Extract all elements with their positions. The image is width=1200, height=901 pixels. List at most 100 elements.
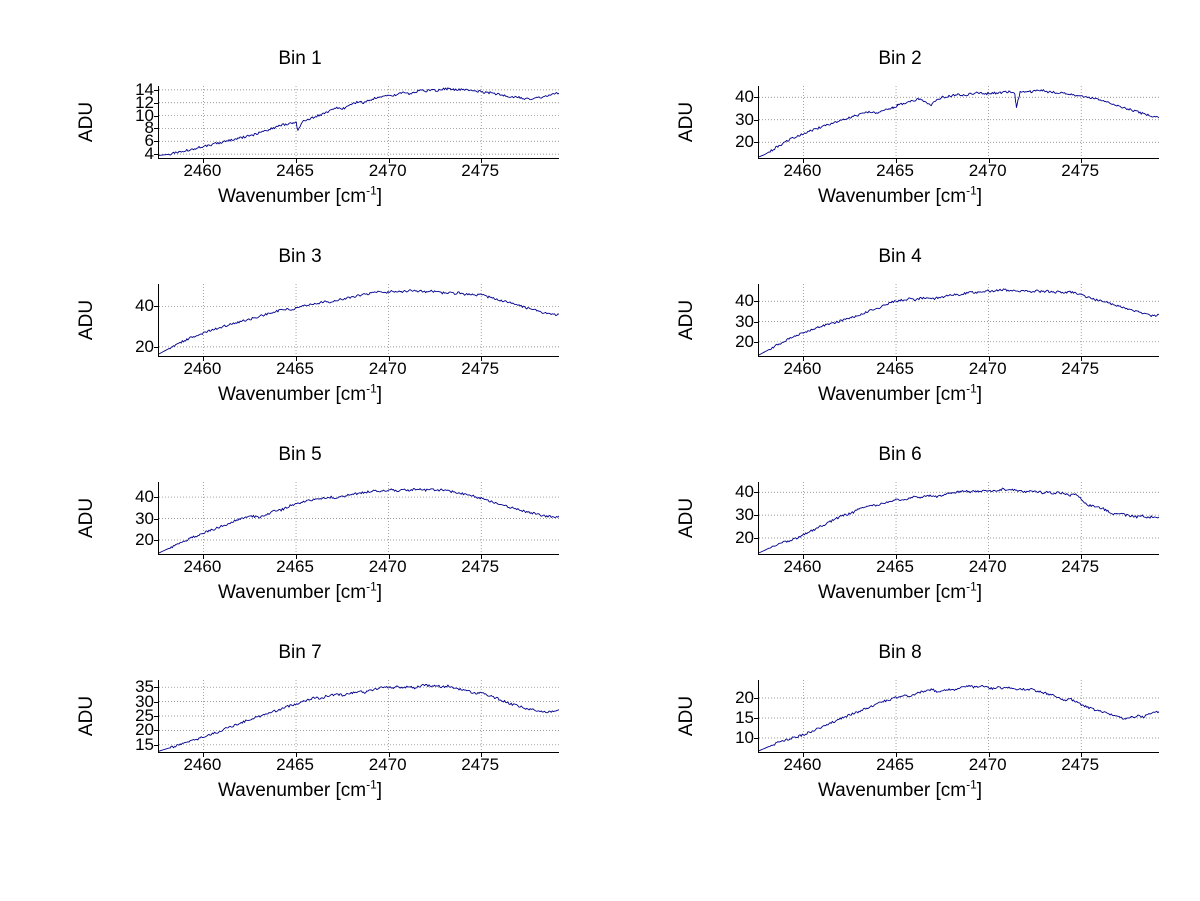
y-axis-label: ADU bbox=[76, 299, 97, 341]
panel-title: Bin 6 bbox=[878, 444, 922, 465]
x-tick-label: 2460 bbox=[783, 557, 822, 576]
y-tick-label: 20 bbox=[735, 132, 754, 152]
x-tick-mark bbox=[988, 356, 990, 361]
plot-canvas bbox=[159, 86, 559, 158]
subplot-panel-3: Bin 3 ADU 20 40 2460 2465 2470 2475 Wavenumber [… bbox=[0, 246, 600, 446]
y-tick-label: 40 bbox=[135, 487, 154, 507]
y-tick-mark bbox=[754, 119, 759, 121]
x-axis-label: Wavenumber [cm-1] bbox=[0, 581, 600, 604]
x-axis-label-text: Wavenumber [cm bbox=[817, 582, 967, 603]
x-tick-mark bbox=[388, 554, 390, 559]
y-tick-mark bbox=[754, 698, 759, 699]
x-axis-label-exponent: -1 bbox=[966, 777, 977, 792]
y-tick-mark bbox=[154, 518, 159, 520]
x-axis-label-exponent: -1 bbox=[366, 183, 377, 198]
y-tick-mark bbox=[154, 128, 159, 130]
y-axis-label: ADU bbox=[676, 497, 697, 539]
x-tick-label: 2465 bbox=[876, 359, 914, 378]
y-tick-label: 35 bbox=[135, 677, 154, 697]
y-tick-label: 4 bbox=[144, 144, 154, 164]
y-tick-mark bbox=[754, 718, 759, 719]
y-tick-label: 10 bbox=[735, 728, 754, 747]
x-tick-mark bbox=[988, 158, 990, 163]
y-tick-labels: 15 20 25 30 35 bbox=[108, 677, 154, 754]
y-tick-mark bbox=[154, 497, 159, 499]
y-axis-label: ADU bbox=[676, 101, 697, 143]
x-tick-label: 2465 bbox=[876, 755, 914, 774]
x-axis-label: Wavenumber [cm-1] bbox=[0, 779, 600, 802]
x-tick-label: 2475 bbox=[1061, 755, 1100, 774]
x-tick-label: 2470 bbox=[968, 755, 1007, 774]
x-tick-mark bbox=[896, 554, 898, 559]
x-tick-labels: 2460 2465 2470 2475 bbox=[758, 557, 1158, 579]
x-tick-label: 2465 bbox=[876, 557, 914, 576]
plot-area bbox=[754, 86, 1159, 163]
y-tick-mark bbox=[754, 97, 759, 99]
x-tick-mark bbox=[388, 356, 390, 361]
plot-canvas bbox=[159, 680, 559, 752]
x-axis-label-bracket: ] bbox=[376, 384, 383, 405]
y-tick-mark bbox=[154, 346, 159, 348]
data-series-line bbox=[159, 684, 559, 751]
y-tick-labels: 20 30 40 bbox=[708, 482, 754, 554]
data-series-line bbox=[159, 88, 559, 156]
plot-area bbox=[154, 86, 559, 163]
y-tick-label: 30 bbox=[135, 508, 154, 528]
subplot-panel-4: Bin 4 ADU 20 30 40 2460 2465 2470 2475 Wavenumber… bbox=[600, 246, 1200, 446]
x-axis-label-bracket: ] bbox=[976, 186, 983, 207]
y-tick-label: 20 bbox=[135, 530, 154, 550]
x-tick-mark bbox=[203, 158, 205, 163]
y-axis-label: ADU bbox=[676, 299, 697, 341]
x-axis-label-exponent: -1 bbox=[966, 579, 977, 594]
x-tick-mark bbox=[296, 554, 298, 559]
y-tick-mark bbox=[154, 687, 159, 689]
y-tick-mark bbox=[154, 716, 159, 717]
x-tick-labels: 2460 2465 2470 2475 bbox=[158, 161, 558, 183]
y-tick-mark bbox=[754, 738, 759, 739]
y-tick-mark bbox=[754, 538, 759, 539]
subplot-panel-2: Bin 2 ADU 20 30 40 2460 2465 2470 2475 Wavenumber… bbox=[600, 48, 1200, 248]
x-tick-mark bbox=[203, 356, 205, 361]
x-tick-mark bbox=[296, 158, 298, 163]
data-series-line bbox=[159, 290, 559, 354]
x-tick-mark bbox=[481, 158, 483, 163]
y-tick-mark bbox=[154, 701, 159, 703]
y-axis-label: ADU bbox=[76, 695, 97, 737]
subplot-panel-5: Bin 5 ADU 20 30 40 2460 2465 2470 2475 Wavenumber… bbox=[0, 444, 600, 644]
y-tick-label: 15 bbox=[135, 734, 154, 754]
subplot-panel-6: Bin 6 ADU 20 30 40 2460 2465 2470 2475 Wavenumber… bbox=[600, 444, 1200, 644]
x-tick-label: 2460 bbox=[183, 755, 222, 774]
y-tick-mark bbox=[154, 102, 159, 104]
y-tick-label: 20 bbox=[735, 528, 754, 547]
x-axis-label-bracket: ] bbox=[376, 582, 383, 603]
y-tick-labels: 20 40 bbox=[108, 284, 154, 356]
plot-area bbox=[154, 680, 559, 757]
x-tick-label: 2470 bbox=[368, 161, 407, 180]
y-tick-mark bbox=[754, 492, 759, 494]
y-tick-label: 40 bbox=[735, 87, 754, 107]
x-tick-mark bbox=[481, 356, 483, 361]
x-tick-mark bbox=[203, 554, 205, 559]
y-tick-label: 30 bbox=[735, 109, 754, 129]
y-tick-labels: 20 30 40 bbox=[708, 86, 754, 158]
y-tick-label: 30 bbox=[735, 505, 754, 525]
x-tick-label: 2475 bbox=[461, 359, 500, 378]
x-axis-label-bracket: ] bbox=[976, 780, 983, 801]
x-axis-label: Wavenumber [cm-1] bbox=[600, 579, 1200, 604]
y-tick-mark bbox=[754, 341, 759, 343]
y-tick-label: 14 bbox=[135, 79, 154, 99]
plot-area bbox=[754, 284, 1159, 361]
x-tick-label: 2470 bbox=[368, 359, 407, 378]
x-tick-label: 2475 bbox=[1061, 557, 1100, 576]
panel-title: Bin 8 bbox=[878, 642, 922, 663]
x-axis-label-text: Wavenumber [cm bbox=[217, 780, 367, 801]
x-axis-label-bracket: ] bbox=[376, 780, 383, 801]
panel-title: Bin 7 bbox=[278, 642, 322, 663]
y-tick-label: 25 bbox=[135, 706, 154, 725]
x-tick-mark bbox=[803, 554, 805, 559]
y-tick-label: 20 bbox=[735, 688, 754, 707]
x-tick-mark bbox=[896, 752, 898, 757]
x-tick-mark bbox=[481, 752, 483, 757]
y-tick-label: 30 bbox=[135, 691, 154, 711]
